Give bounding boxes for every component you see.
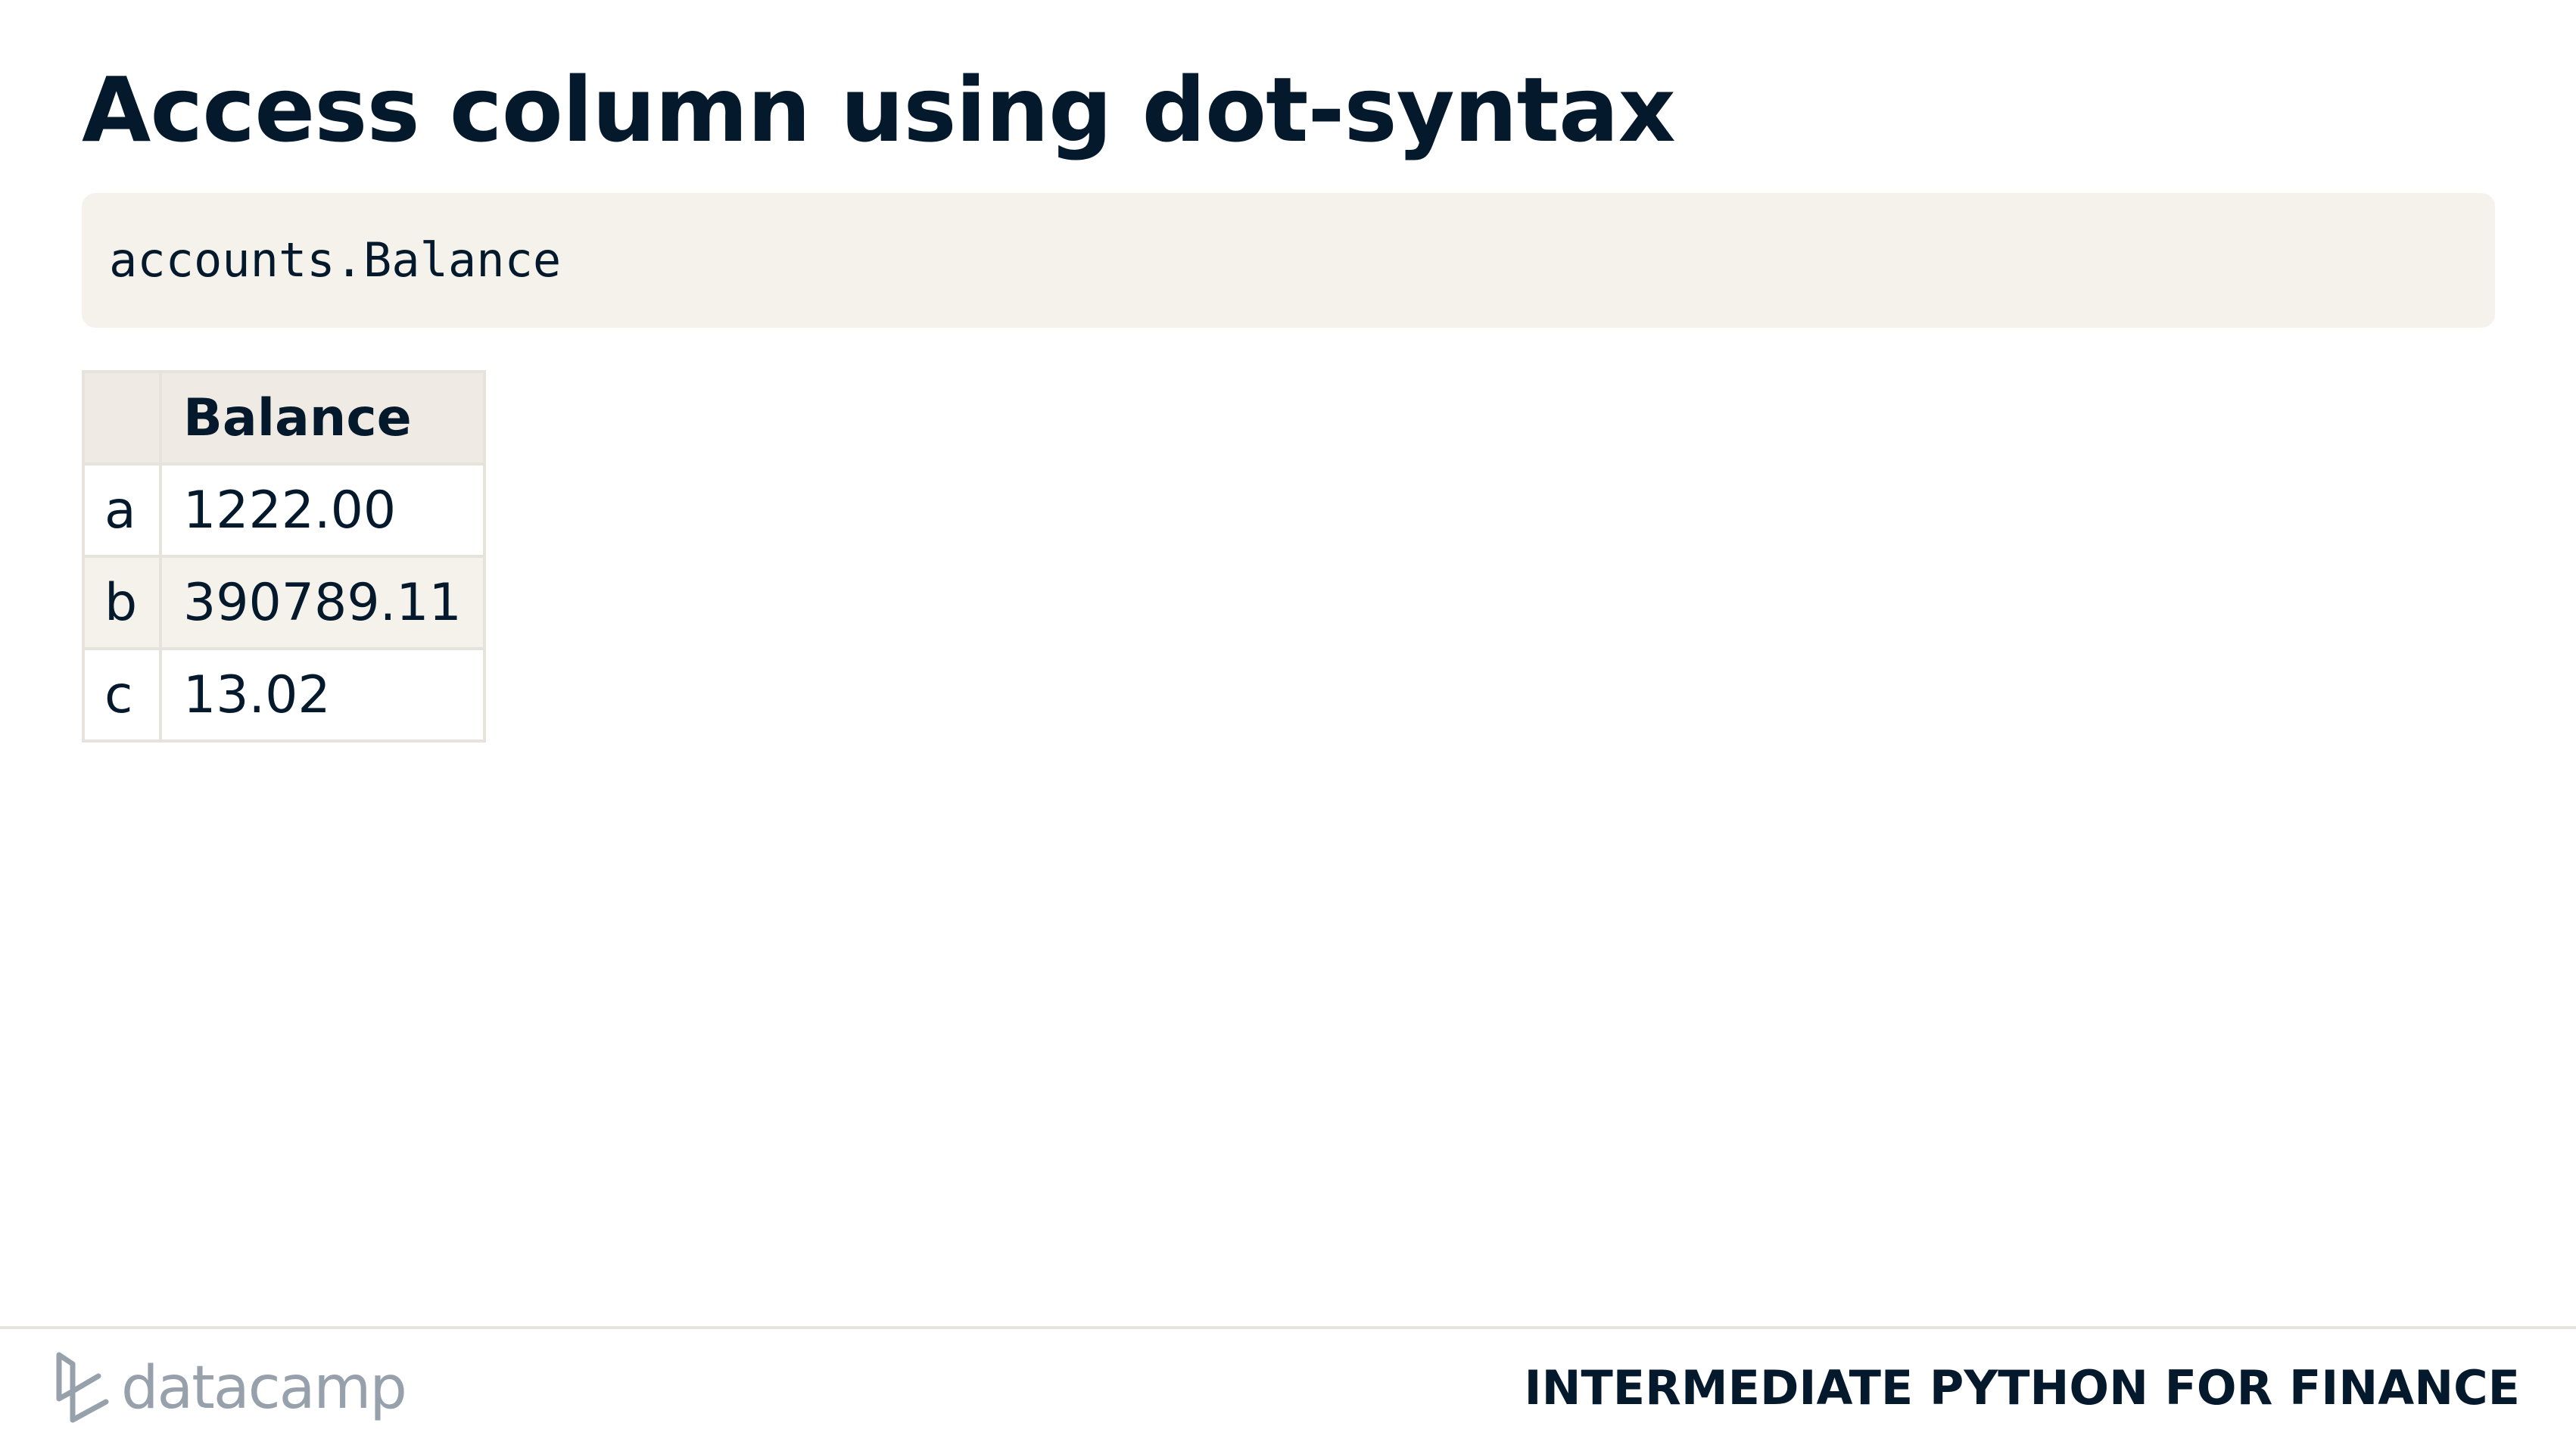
index-header-cell — [82, 370, 162, 466]
slide-title: Access column using dot-syntax — [82, 58, 1676, 162]
row-index-cell: c — [82, 647, 162, 743]
row-index-cell: a — [82, 462, 162, 558]
dataframe-table: Balance a 1222.00 b 390789.11 c 13.02 — [82, 370, 486, 743]
course-title: INTERMEDIATE PYTHON FOR FINANCE — [1524, 1360, 2520, 1415]
table-header-row: Balance — [82, 370, 486, 466]
code-text: accounts.Balance — [109, 232, 562, 288]
table-row: b 390789.11 — [82, 555, 486, 650]
datacamp-logo-text: datacamp — [121, 1354, 407, 1422]
table-row: c 13.02 — [82, 647, 486, 743]
balance-cell: 13.02 — [159, 647, 486, 743]
datacamp-logo-icon — [55, 1352, 111, 1425]
balance-cell: 390789.11 — [159, 555, 486, 650]
balance-header-cell: Balance — [159, 370, 486, 466]
balance-cell: 1222.00 — [159, 462, 486, 558]
code-block: accounts.Balance — [82, 193, 2495, 328]
footer-divider — [0, 1326, 2576, 1329]
datacamp-logo: datacamp — [55, 1349, 407, 1428]
row-index-cell: b — [82, 555, 162, 650]
table-row: a 1222.00 — [82, 462, 486, 558]
